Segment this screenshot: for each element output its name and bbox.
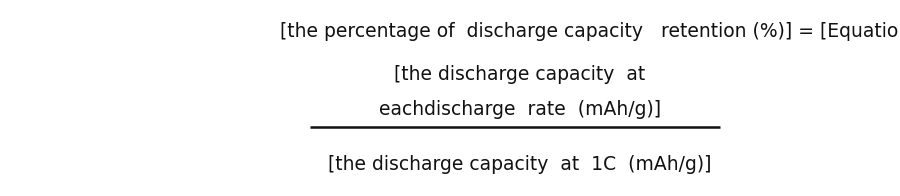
Text: [the discharge capacity  at  1C  (mAh/g)]: [the discharge capacity at 1C (mAh/g)] bbox=[328, 155, 712, 174]
Text: [Equation 1]: [Equation 1] bbox=[820, 22, 900, 41]
Text: eachdischarge  rate  (mAh/g)]: eachdischarge rate (mAh/g)] bbox=[379, 100, 662, 119]
Text: [the discharge capacity  at: [the discharge capacity at bbox=[394, 65, 645, 84]
Text: [the percentage of  discharge capacity   retention (%)] =: [the percentage of discharge capacity re… bbox=[280, 22, 814, 41]
